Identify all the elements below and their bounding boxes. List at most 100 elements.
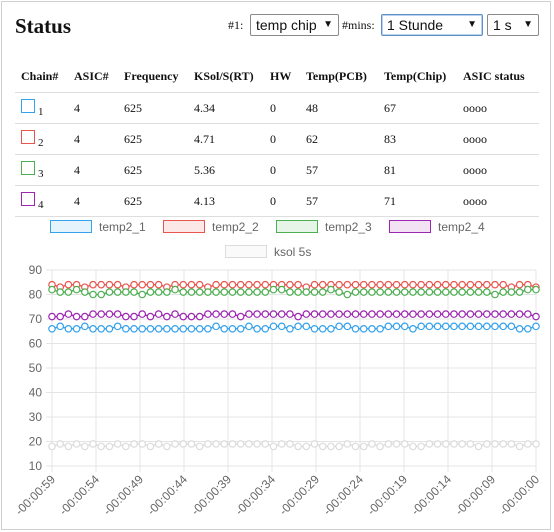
data-point [179, 312, 188, 321]
data-point [122, 288, 130, 296]
data-point [523, 285, 532, 294]
data-point [335, 280, 343, 289]
data-point [433, 288, 442, 296]
legend-label: temp2_1 [99, 220, 146, 234]
data-point [425, 280, 434, 289]
data-point [335, 288, 343, 296]
data-point [507, 322, 516, 331]
data-point [327, 310, 335, 318]
legend-swatch [389, 220, 431, 233]
data-point [343, 440, 352, 448]
data-point [327, 442, 335, 451]
data-point [441, 280, 450, 289]
data-point [474, 280, 483, 289]
column-header-temp-chip: Temp(Chip) [378, 60, 457, 93]
data-point [409, 442, 417, 451]
data-point [48, 285, 56, 294]
data-point [138, 440, 147, 448]
data-point [89, 310, 97, 318]
data-point [368, 280, 376, 289]
data-point [532, 322, 540, 331]
data-point [72, 285, 81, 294]
legend-label: temp2_2 [212, 220, 259, 234]
data-point [113, 310, 122, 318]
data-point [433, 322, 442, 331]
data-point [499, 288, 507, 296]
data-point [466, 310, 475, 318]
data-point [482, 280, 491, 289]
data-point [212, 310, 220, 318]
data-point [154, 310, 163, 318]
chain-color-swatch [21, 129, 35, 144]
data-point [523, 440, 532, 448]
data-point [277, 285, 286, 294]
data-point [302, 310, 311, 318]
data-point [97, 324, 106, 333]
data-point [351, 310, 360, 318]
table-row: 4 4 625 4.13 0 57 71 oooo [15, 185, 539, 217]
data-point [154, 280, 163, 289]
x-tick-label: -00:00:29 [276, 472, 322, 518]
data-point [64, 310, 73, 318]
data-point [130, 280, 138, 289]
legend-item[interactable]: temp2_1 [50, 220, 146, 234]
data-point [228, 324, 237, 333]
cell-asic-status: oooo [457, 154, 539, 186]
data-point [384, 322, 393, 331]
data-point [458, 310, 466, 318]
data-point [48, 324, 56, 333]
data-point [400, 310, 409, 318]
data-point [269, 442, 278, 451]
data-point [474, 442, 483, 451]
data-point [392, 310, 401, 318]
data-point [245, 288, 253, 296]
time-range-select[interactable]: 1 Stunde ▼ [381, 14, 483, 36]
legend-item[interactable]: ksol 5s [225, 245, 311, 259]
interval-select[interactable]: 1 s ▼ [487, 14, 539, 36]
data-point [56, 322, 65, 331]
data-point [294, 288, 302, 296]
data-point [154, 440, 163, 448]
legend-item[interactable]: temp2_2 [163, 220, 259, 234]
data-point [523, 310, 532, 318]
data-point [204, 440, 212, 448]
data-point [113, 440, 122, 448]
data-point [113, 280, 122, 289]
data-point [269, 310, 278, 318]
data-point [351, 324, 360, 333]
series-temp2_1 [48, 322, 540, 333]
data-point [384, 288, 393, 296]
data-point [392, 322, 401, 331]
data-point [81, 322, 89, 331]
data-point [204, 310, 212, 318]
data-point [228, 280, 237, 289]
data-point [318, 324, 327, 333]
legend-item[interactable]: temp2_4 [389, 220, 485, 234]
data-point [220, 288, 229, 296]
data-point [220, 310, 229, 318]
data-point [335, 310, 343, 318]
chip-select-label: #1: [228, 18, 244, 32]
data-point [532, 285, 540, 294]
data-point [253, 324, 261, 333]
data-point [187, 324, 196, 333]
cell-temp-pcb: 48 [300, 92, 378, 124]
data-point [351, 442, 360, 451]
series-temp2_3 [48, 285, 540, 299]
legend-item[interactable]: temp2_3 [276, 220, 372, 234]
data-point [56, 312, 65, 321]
data-point [261, 324, 270, 333]
data-point [212, 440, 220, 448]
data-point [146, 324, 155, 333]
data-point [146, 288, 155, 296]
data-point [384, 440, 393, 448]
temp-source-select[interactable]: temp chip ▼ [250, 14, 339, 36]
data-point [441, 288, 450, 296]
data-point [179, 280, 188, 289]
data-point [236, 312, 245, 321]
cell-temp-pcb: 57 [300, 154, 378, 186]
data-point [253, 288, 261, 296]
data-point [376, 310, 384, 318]
data-point [335, 442, 343, 451]
data-point [122, 442, 130, 451]
